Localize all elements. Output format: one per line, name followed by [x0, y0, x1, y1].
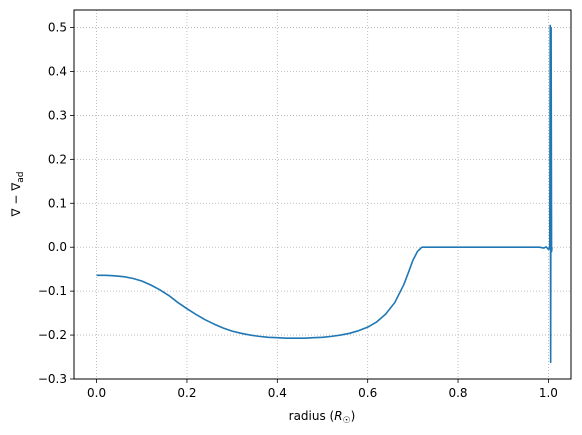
y-tick-label: 0.0: [48, 240, 67, 254]
data-point: [96, 275, 97, 276]
x-tick-label: 0.4: [268, 386, 287, 400]
data-point: [114, 275, 115, 276]
y-tick-label: −0.3: [38, 372, 67, 386]
data-point: [168, 295, 169, 296]
data-point: [304, 338, 305, 339]
data-point: [250, 334, 251, 335]
data-point: [550, 362, 551, 363]
data-point: [394, 302, 395, 303]
data-point: [295, 338, 296, 339]
y-tick-label: 0.5: [48, 21, 67, 35]
data-point: [408, 272, 409, 273]
data-point: [195, 314, 196, 315]
data-point: [417, 251, 418, 252]
data-point: [421, 247, 422, 248]
data-point: [551, 251, 552, 252]
data-point: [367, 327, 368, 328]
y-tick-label: −0.2: [38, 328, 67, 342]
data-point: [376, 321, 377, 322]
data-point: [204, 319, 205, 320]
data-point: [457, 247, 458, 248]
data-point: [503, 247, 504, 248]
data-point: [331, 336, 332, 337]
data-point: [286, 338, 287, 339]
data-point: [232, 331, 233, 332]
y-axis-title: ∇ − ∇ad: [9, 172, 26, 218]
data-point: [105, 275, 106, 276]
data-point: [412, 260, 413, 261]
plot-area: [74, 10, 571, 379]
data-point: [123, 276, 124, 277]
series-layer: [96, 24, 553, 364]
y-tick-label: −0.1: [38, 284, 67, 298]
data-point: [159, 289, 160, 290]
data-point: [313, 337, 314, 338]
data-point: [277, 337, 278, 338]
data-point: [322, 337, 323, 338]
data-point: [223, 327, 224, 328]
axes-frame: [73, 9, 572, 380]
y-tick-label: 0.4: [48, 65, 67, 79]
data-point: [150, 284, 151, 285]
data-point: [340, 334, 341, 335]
data-point: [141, 280, 142, 281]
data-point: [186, 308, 187, 309]
data-point: [525, 247, 526, 248]
data-point: [259, 336, 260, 337]
data-point: [549, 244, 550, 245]
data-point: [385, 313, 386, 314]
data-point: [177, 302, 178, 303]
data-point: [539, 247, 540, 248]
data-point: [548, 249, 549, 250]
x-axis-title: radius (R☉): [289, 409, 356, 426]
data-point: [213, 323, 214, 324]
ticks: 0.0 0.2 0.4 0.6 0.8 1.0 −0.3 −0.2 −0.1 0.0 0.1 0.2 0…: [38, 21, 558, 400]
data-point: [435, 247, 436, 248]
x-tick-label: 0.8: [448, 386, 467, 400]
data-point: [241, 333, 242, 334]
data-point: [268, 337, 269, 338]
data-point: [358, 330, 359, 331]
data-point: [551, 27, 552, 28]
data-point: [480, 247, 481, 248]
data-point: [403, 284, 404, 285]
x-tick-label: 1.0: [539, 386, 558, 400]
y-tick-label: 0.2: [48, 152, 67, 166]
x-tick-label: 0.0: [87, 386, 106, 400]
data-point: [549, 248, 550, 249]
data-point: [546, 246, 547, 247]
data-point: [424, 247, 425, 248]
data-point: [349, 333, 350, 334]
x-tick-label: 0.6: [358, 386, 377, 400]
y-tick-label: 0.3: [48, 108, 67, 122]
data-point: [132, 278, 133, 279]
series-line: [96, 24, 553, 364]
data-point: [543, 247, 544, 248]
data-point: [551, 247, 552, 248]
y-tick-label: 0.1: [48, 196, 67, 210]
data-point: [550, 25, 551, 26]
x-tick-label: 0.2: [177, 386, 196, 400]
